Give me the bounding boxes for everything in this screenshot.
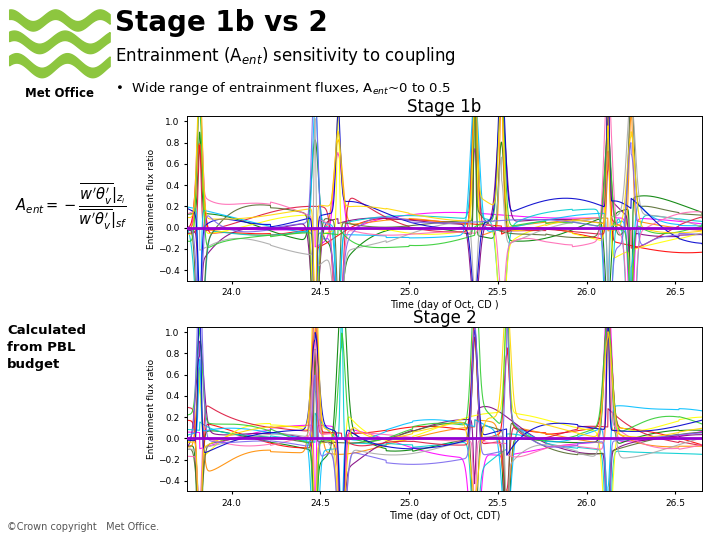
Text: ©Crown copyright   Met Office.: ©Crown copyright Met Office. [7,522,159,531]
X-axis label: Time (day of Oct, CDT): Time (day of Oct, CDT) [389,511,500,521]
Text: Entrainment (A$_{ent}$) sensitivity to coupling: Entrainment (A$_{ent}$) sensitivity to c… [115,45,456,68]
Text: Met Office: Met Office [25,87,94,100]
Text: Calculated
from PBL
budget: Calculated from PBL budget [7,324,86,371]
X-axis label: Time (day of Oct, CD ): Time (day of Oct, CD ) [390,300,499,310]
Text: •  Wide range of entrainment fluxes, A$_{ent}$~0 to 0.5: • Wide range of entrainment fluxes, A$_{… [115,79,451,97]
Text: Stage 1b vs 2: Stage 1b vs 2 [115,9,328,37]
Y-axis label: Entrainment flux ratio: Entrainment flux ratio [148,359,156,459]
Title: Stage 2: Stage 2 [413,308,477,327]
Y-axis label: Entrainment flux ratio: Entrainment flux ratio [148,148,156,248]
Title: Stage 1b: Stage 1b [408,98,482,116]
Text: $A_{ent} = -\dfrac{\overline{w'\theta_v'}|_{z_i}}{\overline{w'\theta_v'}|_{sf}}$: $A_{ent} = -\dfrac{\overline{w'\theta_v'… [15,181,127,232]
